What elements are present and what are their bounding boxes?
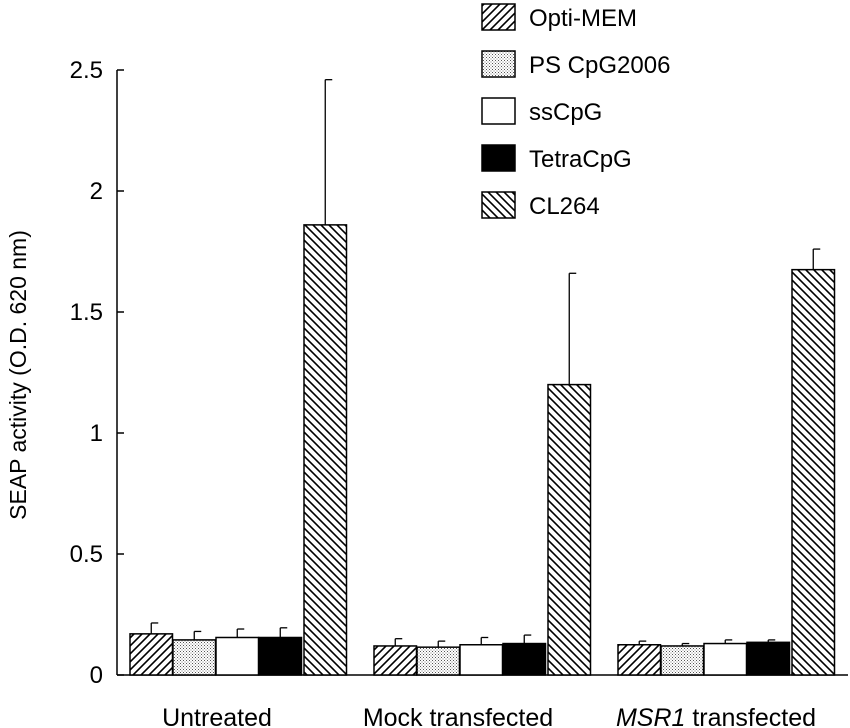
- legend-swatch: [481, 144, 516, 172]
- legend-label: TetraCpG: [529, 146, 632, 173]
- bar-tetracpg: [746, 641, 791, 676]
- y-axis-title: SEAP activity (O.D. 620 nm): [5, 230, 31, 520]
- bar-tetracpg: [502, 642, 547, 676]
- bar-opti-mem: [129, 633, 174, 676]
- bar-cl264: [547, 383, 592, 676]
- legend-swatch: [481, 3, 516, 31]
- legend-swatch: [481, 50, 516, 78]
- legend-label: ssCpG: [529, 99, 602, 126]
- category-label-text: Mock transfected: [363, 704, 553, 728]
- bar-sscpg: [459, 644, 504, 676]
- category-label: Mock transfected: [363, 704, 553, 728]
- bar-ps-cpg2006: [416, 646, 461, 676]
- y-tick-label: 2: [90, 178, 103, 205]
- bar-opti-mem: [617, 644, 662, 676]
- category-label-text: Untreated: [162, 704, 272, 728]
- category-label-italic: MSR1: [616, 704, 685, 728]
- bar-tetracpg: [258, 636, 303, 676]
- bar-cl264: [791, 268, 836, 676]
- y-ticks: 0 0.5 1 1.5 2 2.5: [70, 57, 124, 689]
- bar-sscpg: [215, 636, 260, 676]
- bars: [129, 224, 836, 676]
- y-tick-label: 0.5: [70, 541, 103, 568]
- bar-opti-mem: [373, 645, 418, 676]
- legend-label: PS CpG2006: [529, 52, 670, 79]
- bar-ps-cpg2006: [172, 639, 217, 676]
- error-bars: [150, 79, 821, 648]
- bar-sscpg: [703, 642, 748, 676]
- legend-label: CL264: [529, 193, 600, 220]
- legend: Opti-MEM PS CpG2006 ssCpG TetraCpG CL264: [481, 3, 670, 220]
- legend-swatch: [481, 97, 516, 125]
- category-label: MSR1 transfected: [616, 704, 816, 728]
- category-label-text: transfected: [685, 704, 816, 728]
- bar-ps-cpg2006: [660, 645, 705, 676]
- legend-swatch: [481, 191, 516, 219]
- category-label: Untreated: [162, 704, 272, 728]
- legend-label: Opti-MEM: [529, 5, 637, 32]
- bar-cl264: [303, 224, 348, 676]
- y-tick-label: 1: [90, 420, 103, 447]
- y-tick-label: 0: [90, 662, 103, 689]
- y-tick-label: 2.5: [70, 57, 103, 84]
- category-labels: Untreated Mock transfected MSR1 transfecte…: [162, 704, 816, 728]
- y-tick-label: 1.5: [70, 299, 103, 326]
